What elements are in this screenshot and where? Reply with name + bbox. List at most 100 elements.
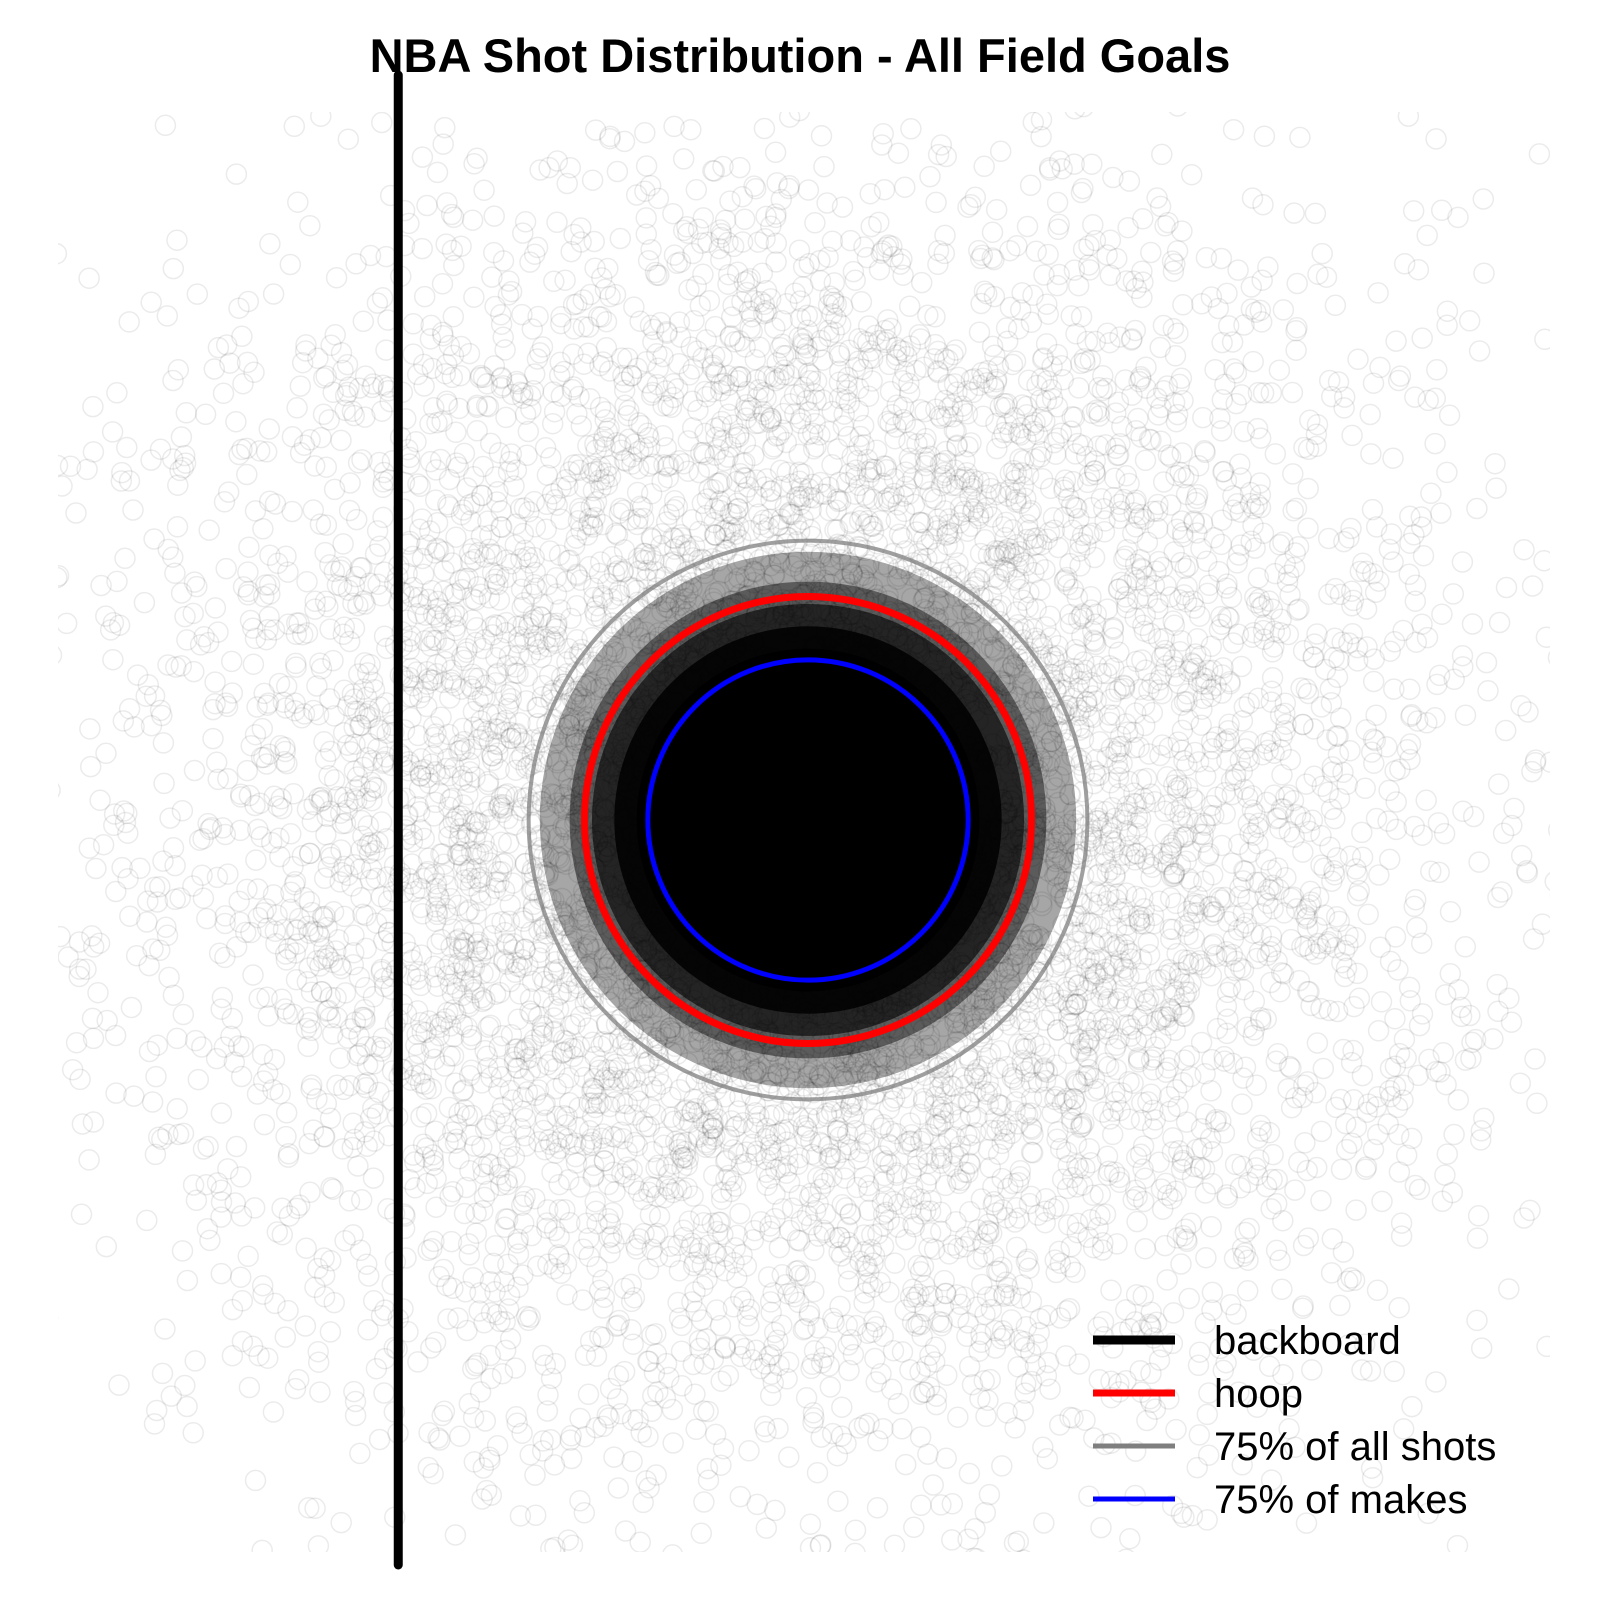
shot-point [822, 287, 845, 310]
shot-point [185, 1189, 208, 1212]
shot-point [672, 148, 695, 170]
shot-point [1016, 215, 1039, 238]
shot-point [240, 921, 262, 944]
shot-point [930, 1494, 952, 1516]
shot-point [917, 304, 939, 326]
shot-point [809, 1131, 831, 1154]
shot-point [345, 253, 367, 275]
shot-point [1333, 939, 1356, 962]
shot-point [1569, 720, 1589, 740]
shot-point [778, 112, 801, 128]
shot-point [779, 1219, 801, 1242]
shot-point [1292, 841, 1314, 863]
shot-point [478, 587, 501, 609]
shot-point [593, 677, 615, 699]
shot-point [842, 1107, 865, 1129]
shot-point [1056, 1177, 1079, 1200]
shot-point [583, 230, 605, 253]
shot-point [558, 1092, 581, 1114]
shot-point [123, 1085, 145, 1107]
shot-point [883, 1534, 906, 1552]
shot-point [822, 1570, 842, 1590]
shot-point [1306, 413, 1329, 436]
shot-point [1327, 743, 1350, 766]
shot-point [1132, 208, 1154, 230]
shot-point [484, 983, 507, 1005]
shot-point [1072, 1071, 1094, 1093]
shot-point [1404, 590, 1427, 612]
shot-point [805, 1579, 825, 1599]
shot-point [1269, 31, 1289, 51]
shot-point [696, 488, 719, 510]
shot-point [810, 125, 833, 147]
shot-point [259, 233, 281, 255]
shot-point [287, 1368, 310, 1391]
shot-point [1078, 234, 1100, 257]
shot-point [813, 155, 835, 178]
shot-point [570, 415, 593, 437]
shot-point [1284, 542, 1306, 564]
shot-point [755, 1148, 777, 1171]
shot-point [513, 732, 535, 755]
shot-point [606, 160, 629, 183]
shot-point [437, 1132, 459, 1154]
shot-point [362, 986, 385, 1008]
shot-point [1379, 950, 1402, 973]
shot-point [670, 1340, 693, 1363]
shot-point [464, 548, 486, 571]
shot-point [1070, 604, 1093, 627]
shot-point [512, 614, 534, 636]
shot-point [1272, 299, 1295, 321]
shot-point [1500, 1011, 1523, 1033]
shot-point [161, 1555, 181, 1575]
shot-point [1126, 1185, 1148, 1208]
shot-point [1593, 1225, 1600, 1245]
shot-point [554, 269, 576, 291]
shot-point [1078, 55, 1098, 75]
shot-point [585, 605, 607, 627]
shot-point [306, 949, 328, 972]
shot-point [586, 594, 608, 617]
shot-point [561, 378, 584, 401]
shot-point [436, 965, 459, 987]
shot-point [85, 857, 107, 880]
shot-point [212, 382, 235, 405]
shot-point [164, 854, 186, 877]
shot-point [546, 211, 568, 234]
shot-point [962, 468, 984, 491]
shot-point [991, 630, 1014, 652]
shot-point [232, 576, 255, 598]
shot-point [9, 696, 29, 716]
shot-point [760, 17, 780, 37]
shot-point [622, 1333, 644, 1355]
shot-point [1404, 574, 1427, 596]
shot-point [953, 1236, 976, 1258]
shot-point [1021, 677, 1044, 700]
shot-point [604, 49, 624, 69]
shot-point [82, 1111, 105, 1133]
shot-point [1529, 1590, 1549, 1600]
shot-point [126, 664, 149, 686]
shot-point [896, 1186, 918, 1209]
shot-point [989, 140, 1012, 163]
shot-point [466, 420, 488, 442]
shot-point [1494, 719, 1517, 742]
shot-point [567, 800, 590, 823]
shot-point [207, 336, 230, 359]
shot-point [526, 348, 549, 370]
shot-point [889, 10, 909, 30]
shot-point [1305, 435, 1328, 458]
shot-point [640, 1076, 663, 1098]
shot-point [575, 906, 597, 928]
shot-point [337, 128, 360, 150]
shot-point [894, 411, 916, 434]
shot-point [284, 699, 306, 722]
shot-point [1255, 1580, 1275, 1600]
shot-point [17, 769, 37, 789]
shot-point [1161, 250, 1184, 272]
shot-point [536, 1199, 559, 1221]
shot-point [1487, 1000, 1509, 1023]
shot-point [1077, 1018, 1099, 1041]
shot-point [1058, 666, 1080, 688]
shot-point [692, 347, 714, 369]
